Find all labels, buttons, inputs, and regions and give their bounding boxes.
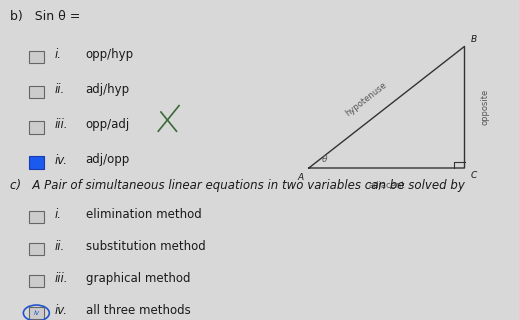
Text: c)   A Pair of simultaneous linear equations in two variables can be solved by: c) A Pair of simultaneous linear equatio…	[10, 179, 465, 192]
Text: iv: iv	[33, 310, 39, 316]
FancyBboxPatch shape	[29, 275, 44, 287]
FancyBboxPatch shape	[29, 121, 44, 134]
Text: iii.: iii.	[54, 118, 68, 131]
FancyBboxPatch shape	[29, 307, 44, 319]
FancyBboxPatch shape	[29, 243, 44, 255]
Text: elimination method: elimination method	[86, 208, 201, 221]
Text: substitution method: substitution method	[86, 240, 206, 253]
Text: opp/hyp: opp/hyp	[86, 48, 134, 61]
Text: iv.: iv.	[54, 304, 67, 317]
Text: hypotenuse: hypotenuse	[344, 80, 388, 118]
Text: b)   Sin θ =: b) Sin θ =	[10, 10, 81, 23]
Text: iv.: iv.	[54, 154, 67, 166]
Text: adj/opp: adj/opp	[86, 154, 130, 166]
Text: A: A	[298, 173, 304, 182]
Text: ii.: ii.	[54, 240, 65, 253]
Text: ii.: ii.	[54, 83, 65, 96]
Text: θ: θ	[322, 156, 327, 164]
FancyBboxPatch shape	[29, 51, 44, 63]
Text: B: B	[471, 35, 477, 44]
Text: adjacent: adjacent	[368, 181, 405, 190]
Text: i.: i.	[54, 48, 61, 61]
Text: opp/adj: opp/adj	[86, 118, 130, 131]
Text: graphical method: graphical method	[86, 272, 190, 285]
FancyBboxPatch shape	[29, 211, 44, 223]
Text: all three methods: all three methods	[86, 304, 190, 317]
FancyBboxPatch shape	[29, 156, 44, 169]
FancyBboxPatch shape	[29, 86, 44, 99]
Text: opposite: opposite	[481, 89, 490, 125]
Text: adj/hyp: adj/hyp	[86, 83, 130, 96]
Text: iii.: iii.	[54, 272, 68, 285]
Text: i.: i.	[54, 208, 61, 221]
Text: C: C	[471, 171, 477, 180]
